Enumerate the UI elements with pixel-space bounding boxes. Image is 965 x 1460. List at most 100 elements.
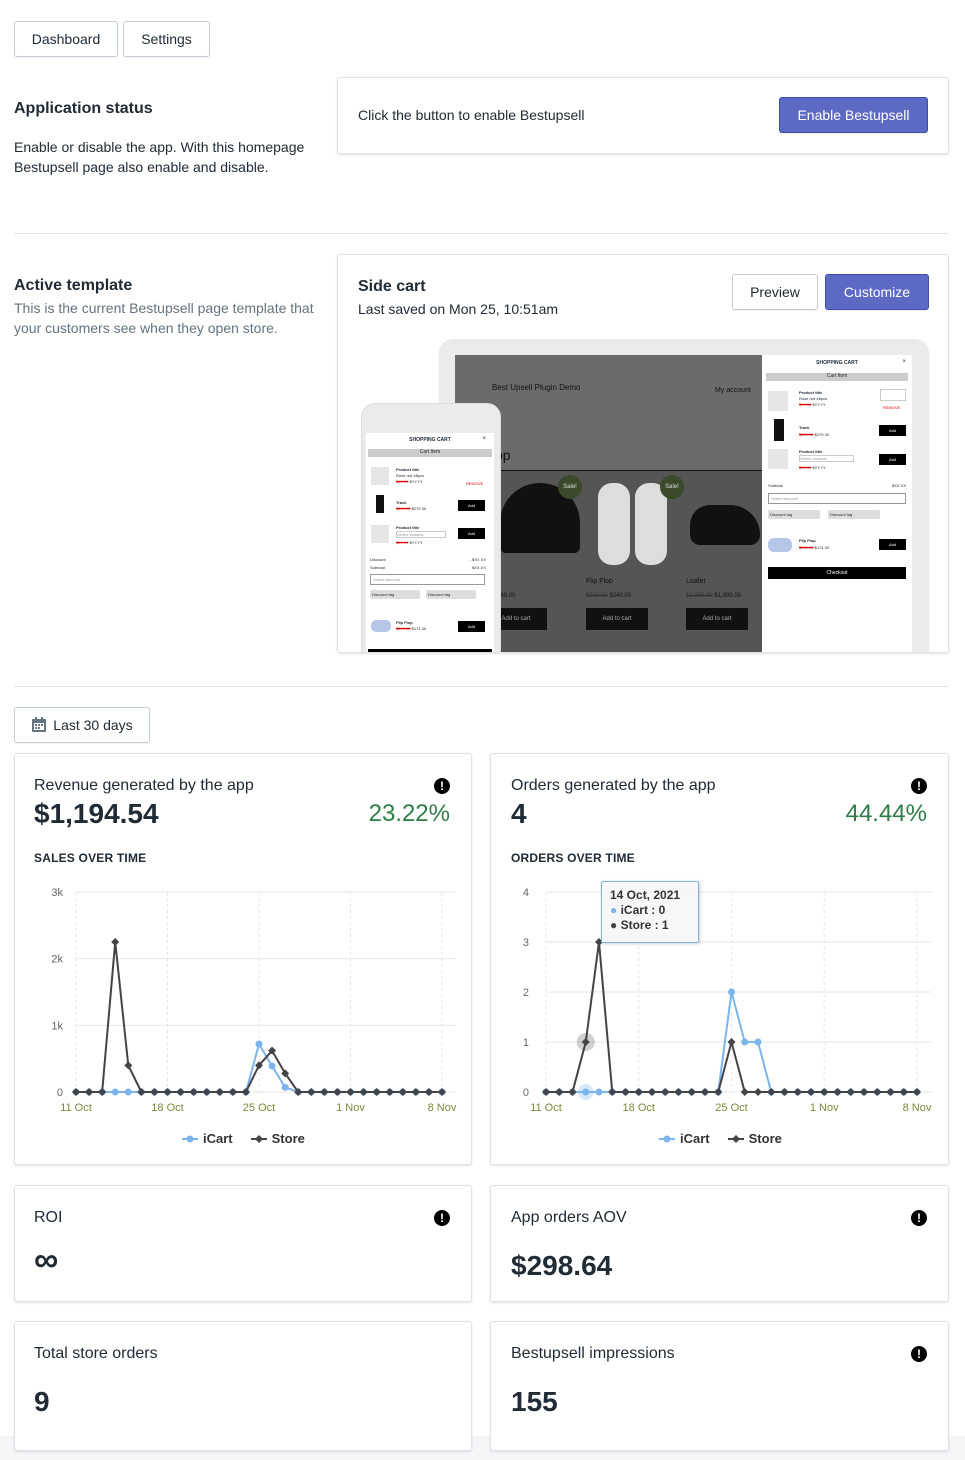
track-thumb [376,495,384,513]
data-point-store [255,1061,263,1070]
side-cart-panel: SHOPPING CART × Cart Item Product title … [762,355,912,652]
app-status-desc: Enable or disable the app. With this hom… [14,139,305,175]
checkout-bar [368,649,492,652]
revenue-title: Revenue generated by the app [34,777,254,794]
data-point-store [124,1061,133,1070]
info-icon[interactable]: ! [911,778,927,794]
cart-item-price: $99.99 $YY.YY [799,402,826,407]
x-tick-label: 11 Oct [60,1102,92,1114]
total-orders-card: Total store orders 9 [14,1321,472,1451]
x-tick-label: 25 Oct [243,1102,275,1114]
cart-close-icon: × [902,359,906,365]
data-point-store [701,1088,709,1096]
dashboard-button[interactable]: Dashboard [14,21,118,57]
upsell-price: $99.99 $YY.YY [799,465,826,470]
discount-value: - $XX.XX [469,557,486,562]
data-point-store [346,1088,355,1096]
info-icon[interactable]: ! [911,1210,927,1226]
data-point-store [72,1088,80,1096]
upsell-select: Select Variants [396,531,446,538]
data-point-icart [268,1062,276,1070]
data-point-store [899,1088,908,1096]
flipflop-price: $249.00 $174.30 [396,626,426,631]
revenue-change: 23.22% [368,800,450,827]
price: $YY.YY [812,402,826,407]
date-range-label: Last 30 days [53,717,133,733]
total-orders-title: Total store orders [34,1345,158,1362]
grid-price-1: $49.00 [497,593,516,599]
shop-header [455,355,765,470]
data-point-store [793,1088,802,1096]
flipflop-add: Add [879,539,906,550]
cart-item-title: Product title [396,467,420,472]
active-template-title: Active template [14,277,133,294]
data-point-store [320,1088,329,1096]
data-point-store [767,1088,776,1096]
price: $279.30 [411,506,427,511]
product-loafer [690,505,760,545]
divider [14,686,948,687]
track-price: $399.00 $279.30 [799,432,829,437]
settings-button[interactable]: Settings [123,21,210,57]
legend-icart[interactable]: iCart [659,1131,710,1146]
subtotal-value: $XX.XX [891,483,906,488]
data-point-store [555,1088,564,1096]
customize-button[interactable]: Customize [825,274,929,310]
upsell-thumb [371,525,389,543]
app-status-card: Click the button to enable Bestupsell En… [337,77,949,154]
cart-title: SHOPPING CART [816,360,858,366]
cart-item-title: Product title [799,390,823,395]
product-flipflop-right [635,483,667,565]
discount-tag: Discount tag [426,590,476,599]
old-price: $99.99 [799,402,812,407]
cart-title: SHOPPING CART [409,437,451,443]
legend-icart[interactable]: iCart [182,1131,233,1146]
cart-item-variant: Rose red 48pcs [799,396,828,401]
data-point-store [163,1088,172,1096]
hover-halo-icart [577,1084,594,1100]
legend-icart-label: iCart [203,1131,233,1146]
template-name: Side cart [358,278,426,295]
data-point-store [98,1088,107,1096]
discount-select: Select discount [768,493,906,504]
grid-new-price: $249.00 [609,593,632,599]
data-point-store [634,1088,643,1096]
template-card: Side cart Last saved on Mon 25, 10:51am … [337,254,949,653]
upsell-select: Select Variants [799,455,854,462]
info-icon[interactable]: ! [434,1210,450,1226]
data-point-store [674,1088,683,1096]
orders-change: 44.44% [845,800,927,827]
template-saved: Last saved on Mon 25, 10:51am [358,301,559,317]
old-price: $99.99 [799,465,812,470]
add-to-cart-2: Add to cart [586,608,648,630]
subtotal-value: $XX.XX [471,565,486,570]
track-price: $399.00 $279.30 [396,506,426,511]
date-range-button[interactable]: Last 30 days [14,707,150,743]
data-point-icart [741,1038,749,1046]
old-price: $249.00 [799,545,814,550]
data-point-store [202,1088,211,1096]
legend-store[interactable]: Store [727,1131,782,1146]
data-point-store [754,1088,762,1096]
upsell-add: Add [458,528,485,539]
info-icon[interactable]: ! [434,778,450,794]
orders-chart-legend: iCart Store [659,1131,782,1146]
enable-bestupsell-button[interactable]: Enable Bestupsell [779,97,928,133]
preview-button[interactable]: Preview [732,274,818,310]
data-point-store [740,1088,749,1096]
data-point-store [714,1088,723,1096]
flipflop-thumb [768,538,792,552]
template-preview-image: Best Upsell Plugin Demo My account op Sa… [338,255,948,652]
data-point-store [111,938,120,946]
data-point-store [780,1088,789,1096]
flipflop-title: Flip Flop [799,538,816,543]
info-icon[interactable]: ! [911,1346,927,1362]
data-point-store [568,1088,577,1096]
legend-store[interactable]: Store [250,1131,305,1146]
revenue-card: Revenue generated by the app ! $1,194.54… [14,753,472,1165]
data-point-store [727,1038,736,1046]
old-price: $399.00 [396,506,411,511]
x-tick-label: 8 Nov [903,1102,932,1114]
data-point-store [438,1088,446,1096]
grid-new-price: $1,899.00 [714,593,742,599]
